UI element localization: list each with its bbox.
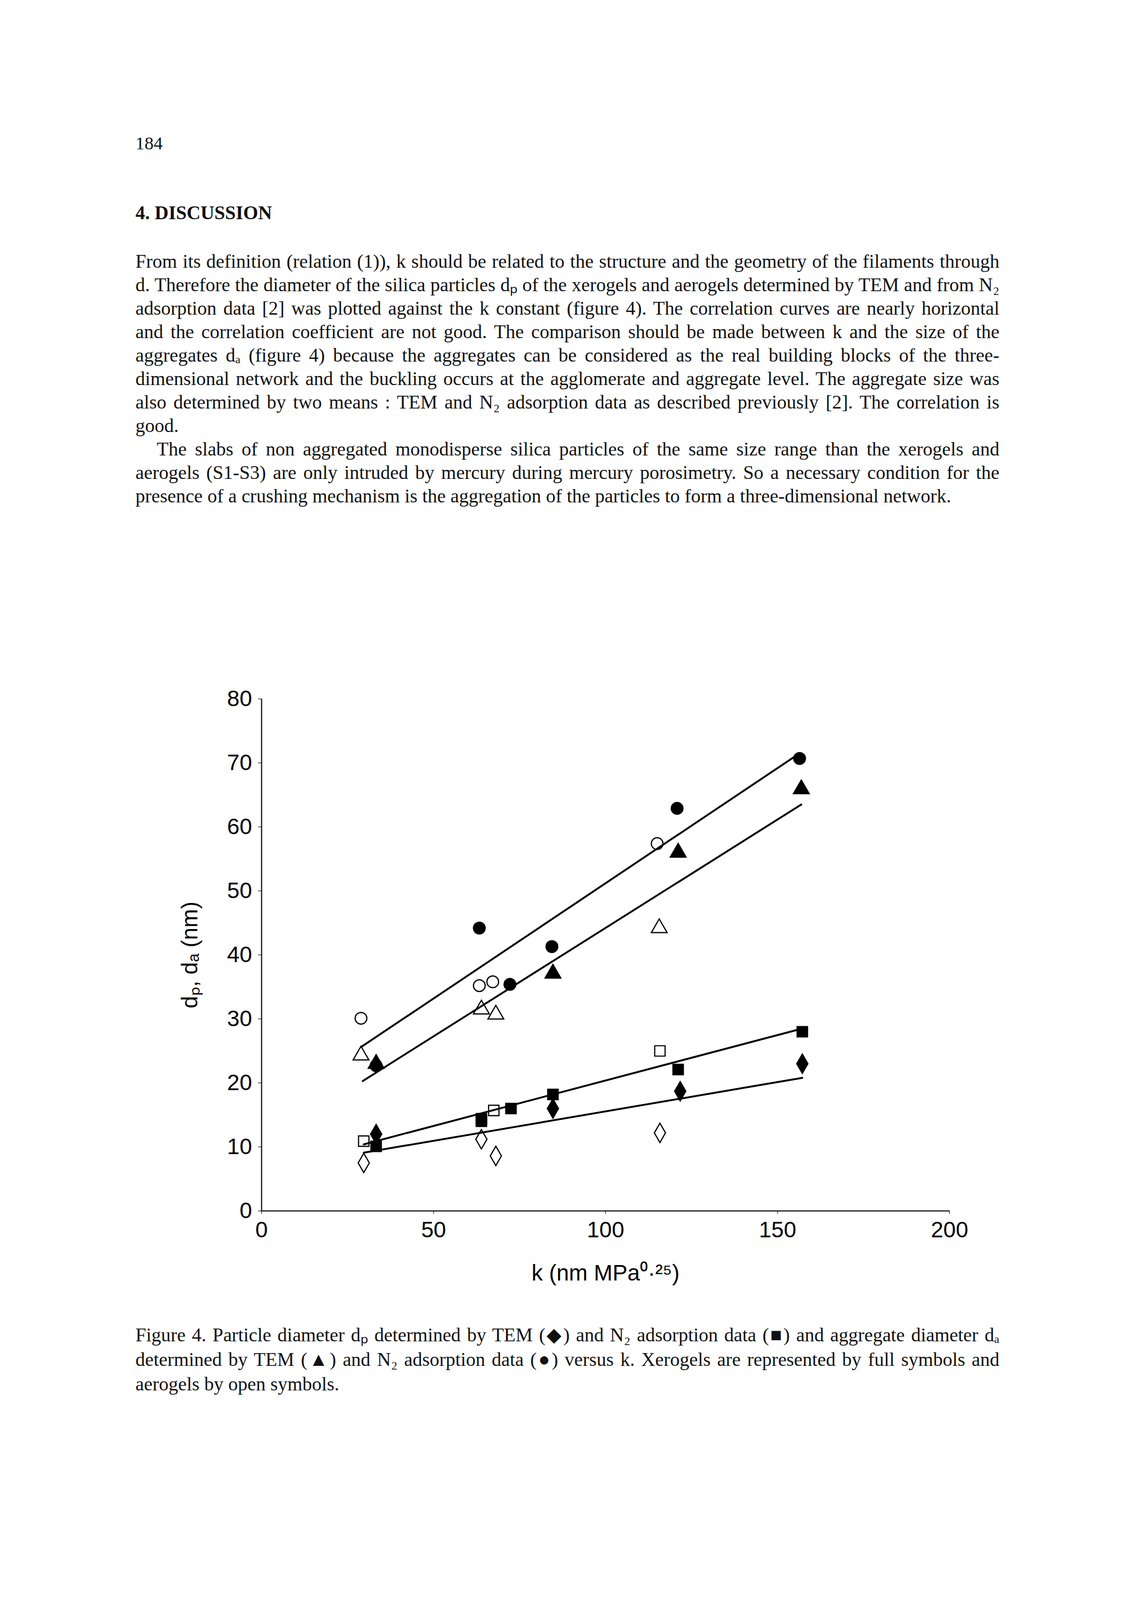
svg-text:20: 20 (227, 1069, 253, 1095)
svg-text:40: 40 (227, 941, 253, 967)
svg-text:dₚ, dₐ (nm): dₚ, dₐ (nm) (177, 901, 204, 1009)
html-text:4. DISCUSSION: 4. DISCUSSION (135, 202, 273, 224)
svg-text:70: 70 (227, 749, 253, 775)
html-text:From its definition (relation: From its definition (relation (1)), k sh… (135, 250, 1000, 437)
svg-text:50: 50 (421, 1216, 447, 1243)
svg-text:0: 0 (239, 1197, 252, 1223)
svg-text:80: 80 (227, 685, 253, 711)
svg-text:0: 0 (255, 1216, 268, 1243)
svg-text:150: 150 (758, 1216, 797, 1243)
html-text:184: 184 (135, 133, 163, 154)
svg-text:10: 10 (227, 1133, 253, 1159)
svg-text:50: 50 (227, 877, 253, 903)
svg-text:200: 200 (930, 1216, 968, 1243)
svg-text:60: 60 (227, 813, 253, 839)
svg-text:30: 30 (227, 1005, 253, 1031)
html-text:Figure 4. Particle diameter dₚ: Figure 4. Particle diameter dₚ determine… (135, 1324, 1000, 1395)
svg-text:k (nm MPa⁰·²⁵): k (nm MPa⁰·²⁵) (531, 1260, 680, 1286)
html-text:The slabs of non aggregated mo: The slabs of non aggregated monodisperse… (135, 438, 1000, 507)
svg-text:100: 100 (586, 1216, 624, 1243)
